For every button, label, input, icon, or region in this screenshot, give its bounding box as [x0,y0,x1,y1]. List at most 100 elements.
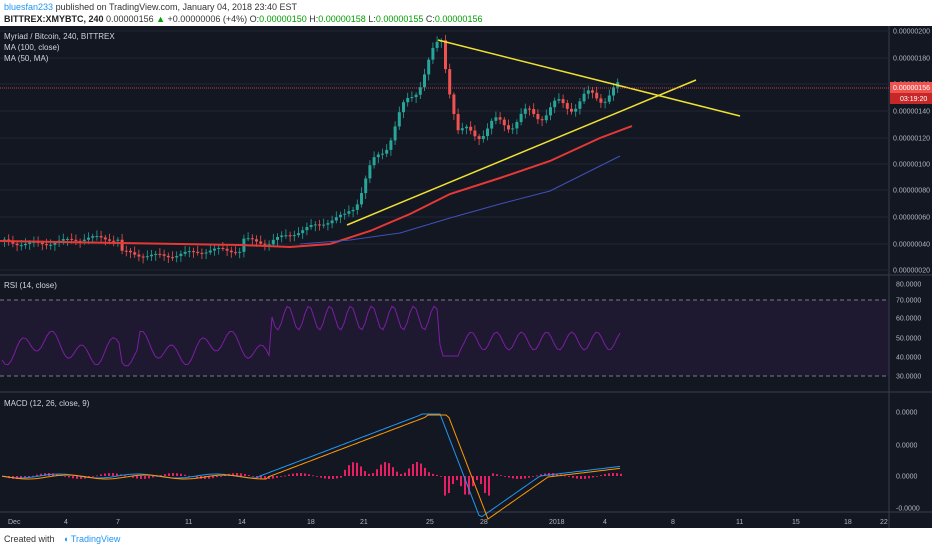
histogram-bar [504,476,506,477]
candle-body [364,178,368,194]
histogram-bar [464,476,466,495]
histogram-bar [100,474,102,476]
candle-body [229,250,233,253]
histogram-bar [112,473,114,476]
histogram-bar [144,476,146,479]
histogram-bar [444,476,446,496]
histogram-bar [344,469,346,476]
candle-body [213,248,216,251]
macd-scale-label: 0.0000 [896,410,918,417]
chart-canvas[interactable]: 0.000002000.000001800.000001600.00000140… [0,26,932,528]
price-change: +0.00000006 (+4%) [167,14,248,24]
histogram-bar [32,475,34,477]
chart-header: bluesfan233 published on TradingView.com… [0,0,932,26]
histogram-bar [208,476,210,479]
candle-body [523,108,527,114]
main-legend-ma100: MA (100, close) [4,43,60,52]
ma100-line [0,125,633,249]
histogram-bar [476,476,478,481]
candle-body [477,136,481,139]
histogram-bar [536,475,538,477]
candle-body [469,126,473,131]
price-scale[interactable]: 0.000002000.000001800.000001600.00000140… [893,29,930,275]
histogram-bar [148,476,150,479]
candle-body [435,41,439,48]
histogram-bar [412,464,414,476]
histogram-bar [584,476,586,479]
histogram-bar [436,474,438,476]
candle-body [74,239,78,241]
candle-body [393,126,397,141]
tradingview-brand[interactable]: TradingView [70,534,121,544]
candle-body [49,244,53,246]
histogram-bar [284,475,286,477]
time-axis[interactable]: Dec 4 7 11 14 18 21 25 28 2018 4 8 11 15 18 22 [8,519,888,526]
histogram-bar [300,473,302,476]
candle-body [234,252,237,254]
rsi-scale[interactable]: 80.0000 70.0000 60.0000 50.0000 40.0000 30.00… [896,282,921,381]
histogram-bar [508,476,510,478]
candle-body [288,235,292,237]
candle-body [607,95,611,102]
candle-body [297,233,300,236]
candle-body [313,224,317,226]
histogram-bar [136,476,138,479]
candle-body [612,87,615,96]
price-scale-label: 0.00000080 [893,188,930,195]
candle-body [305,227,309,231]
histogram-bar [256,476,258,478]
time-axis-label: 18 [307,519,315,526]
histogram-bar [56,474,58,476]
histogram-bar [96,475,98,477]
histogram-bar [164,474,166,476]
candle-body [410,97,414,99]
histogram-bar [320,476,322,478]
time-axis-label: 11 [736,519,743,526]
histogram-bar [36,474,38,476]
histogram-bar [196,476,198,479]
candle-body [423,74,426,88]
histogram-bar [336,476,338,479]
histogram-bar [384,462,386,476]
candle-body [339,214,342,218]
histogram-bar [124,475,126,477]
price-scale-label: 0.00000100 [893,162,930,169]
histogram-bar [28,476,30,478]
histogram-bar [140,476,142,479]
histogram-bar [380,464,382,476]
histogram-bar [480,476,482,485]
histogram-bar [592,476,594,478]
candle-body [418,87,422,95]
histogram-bar [244,473,246,476]
candle-body [565,103,569,109]
histogram-bar [580,476,582,479]
lower-trendline[interactable] [346,79,697,226]
candle-body [116,239,120,241]
candle-body [301,230,305,234]
histogram-bar [452,476,454,485]
low-value: 0.00000155 [375,14,424,24]
price-scale-label: 0.00000020 [893,268,930,275]
histogram-bar [428,472,430,476]
histogram-bar [620,473,622,476]
histogram-bar [220,475,222,477]
histogram-bar [460,476,462,487]
histogram-bar [528,476,530,478]
candle-body [200,252,204,254]
chart-area[interactable]: 0.000002000.000001800.000001600.00000140… [0,26,932,528]
histogram-bar [184,474,186,476]
histogram-bar [608,473,610,476]
candle-body [465,126,468,129]
countdown-tag [890,93,932,104]
candle-body [208,250,212,253]
candle-body [145,256,149,258]
candle-body [124,250,128,252]
upper-trendline[interactable] [437,39,741,117]
candle-body [452,94,456,115]
histogram-bar [180,473,182,476]
candle-body [24,243,27,246]
macd-scale[interactable]: 0.0000 0.0000 0.0000 -0.0000 [896,410,920,513]
price-scale-label: 0.00000040 [893,242,930,249]
candle-body [150,254,153,257]
author-link[interactable]: bluesfan233 [4,2,54,12]
